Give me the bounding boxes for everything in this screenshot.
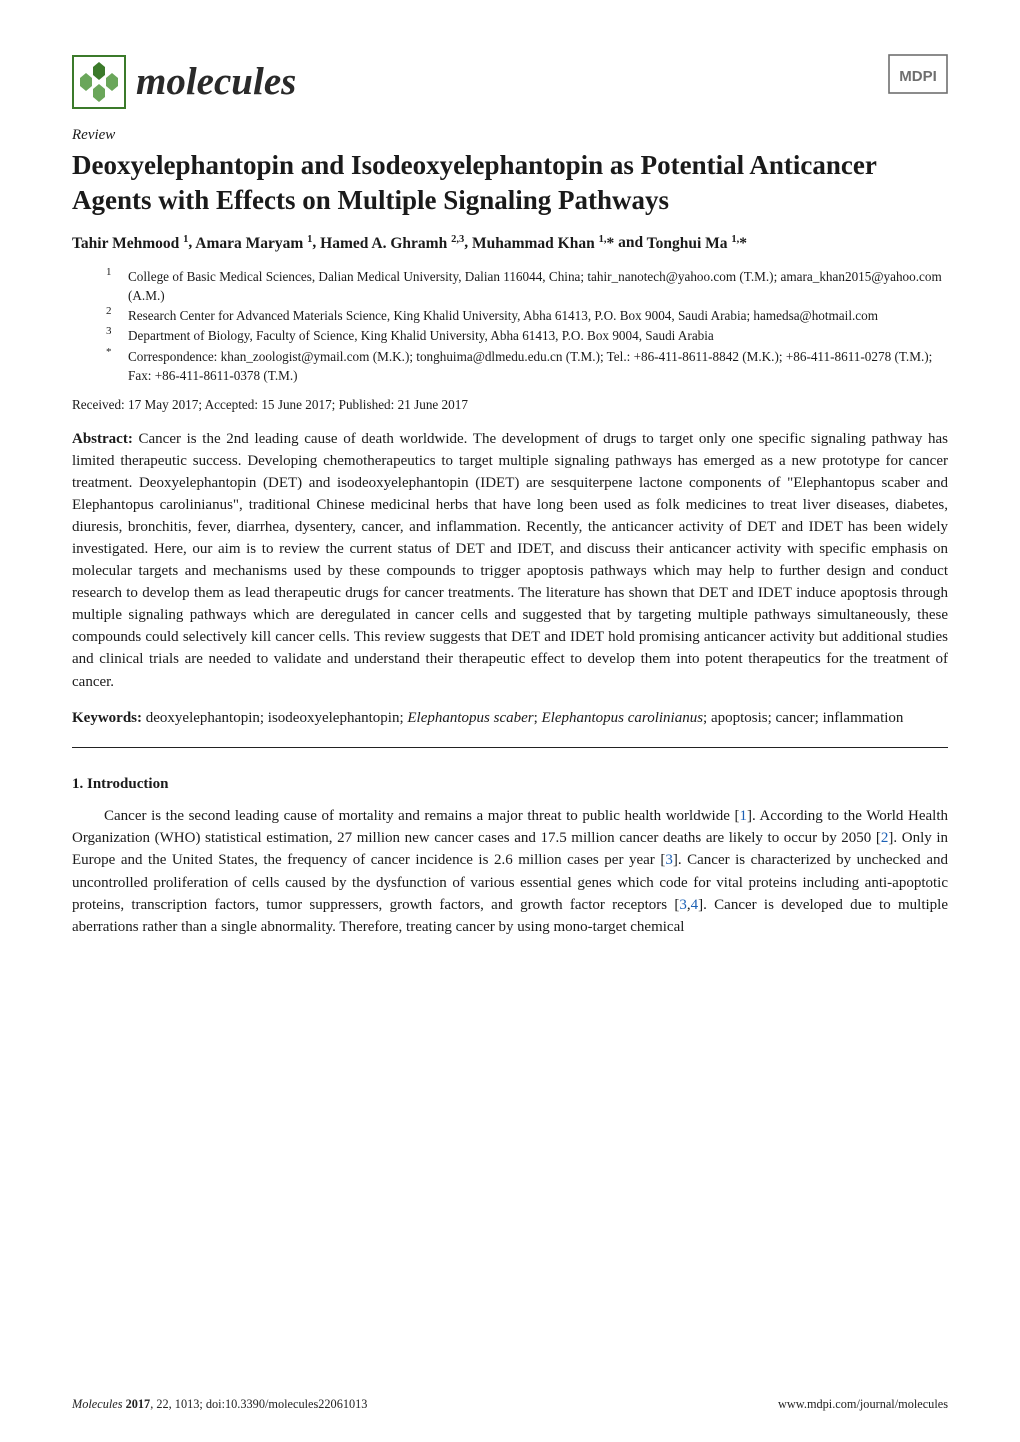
abstract-text: Cancer is the 2nd leading cause of death…	[72, 431, 948, 690]
section-rule	[72, 747, 948, 748]
page-footer: Molecules 2017, 22, 1013; doi:10.3390/mo…	[72, 1396, 948, 1414]
keywords-italic: Elephantopus carolinianus	[542, 710, 704, 726]
affiliation-row: * Correspondence: khan_zoologist@ymail.c…	[106, 347, 948, 385]
author: Tahir Mehmood 1	[72, 235, 188, 252]
author: Tonghui Ma 1,*	[647, 235, 747, 252]
affiliation-marker: 2	[106, 304, 128, 323]
affiliation-text: Correspondence: khan_zoologist@ymail.com…	[128, 347, 948, 385]
keywords: Keywords: deoxyelephantopin; isodeoxyele…	[72, 707, 948, 729]
affiliation-row: 2 Research Center for Advanced Materials…	[106, 306, 948, 325]
journal-logo-block: molecules	[72, 54, 296, 111]
abstract-label: Abstract:	[72, 431, 133, 447]
affiliations: 1 College of Basic Medical Sciences, Dal…	[72, 267, 948, 385]
article-type: Review	[72, 125, 948, 147]
citation-link[interactable]: 1	[739, 808, 747, 824]
author: Hamed A. Ghramh 2,3	[320, 235, 464, 252]
body-paragraph: Cancer is the second leading cause of mo…	[72, 805, 948, 937]
affiliation-text: College of Basic Medical Sciences, Dalia…	[128, 267, 948, 305]
mdpi-logo-icon: MDPI	[888, 54, 948, 94]
molecules-logo-icon	[72, 55, 126, 109]
journal-name: molecules	[136, 54, 296, 111]
affiliation-marker: 3	[106, 324, 128, 343]
abstract: Abstract: Cancer is the 2nd leading caus…	[72, 428, 948, 693]
author: Muhammad Khan 1,*	[472, 235, 614, 252]
mdpi-text: MDPI	[899, 68, 937, 85]
page-header: molecules MDPI	[72, 54, 948, 111]
section-heading: 1. Introduction	[72, 774, 948, 796]
keywords-text: ;	[534, 710, 542, 726]
footer-right: www.mdpi.com/journal/molecules	[778, 1396, 948, 1414]
article-title: Deoxyelephantopin and Isodeoxyelephantop…	[72, 148, 948, 217]
keywords-text: deoxyelephantopin; isodeoxyelephantopin;	[146, 710, 408, 726]
affiliation-text: Department of Biology, Faculty of Scienc…	[128, 326, 948, 345]
dates-line: Received: 17 May 2017; Accepted: 15 June…	[72, 395, 948, 414]
footer-year: 2017	[126, 1397, 151, 1411]
authors-line: Tahir Mehmood 1, Amara Maryam 1, Hamed A…	[72, 231, 948, 255]
affiliation-row: 1 College of Basic Medical Sciences, Dal…	[106, 267, 948, 305]
citation-link[interactable]: 3	[665, 852, 673, 868]
keywords-italic: Elephantopus scaber	[407, 710, 533, 726]
affiliation-text: Research Center for Advanced Materials S…	[128, 306, 948, 325]
footer-citation: , 22, 1013; doi:10.3390/molecules2206101…	[150, 1397, 367, 1411]
keywords-label: Keywords:	[72, 710, 142, 726]
keywords-text: ; apoptosis; cancer; inflammation	[703, 710, 903, 726]
author: Amara Maryam 1	[195, 235, 312, 252]
footer-left: Molecules 2017, 22, 1013; doi:10.3390/mo…	[72, 1396, 367, 1414]
affiliation-marker: *	[106, 345, 128, 383]
citation-link[interactable]: 3	[679, 897, 687, 913]
footer-journal: Molecules	[72, 1397, 126, 1411]
affiliation-row: 3 Department of Biology, Faculty of Scie…	[106, 326, 948, 345]
affiliation-marker: 1	[106, 265, 128, 303]
body-text: Cancer is the second leading cause of mo…	[104, 808, 739, 824]
